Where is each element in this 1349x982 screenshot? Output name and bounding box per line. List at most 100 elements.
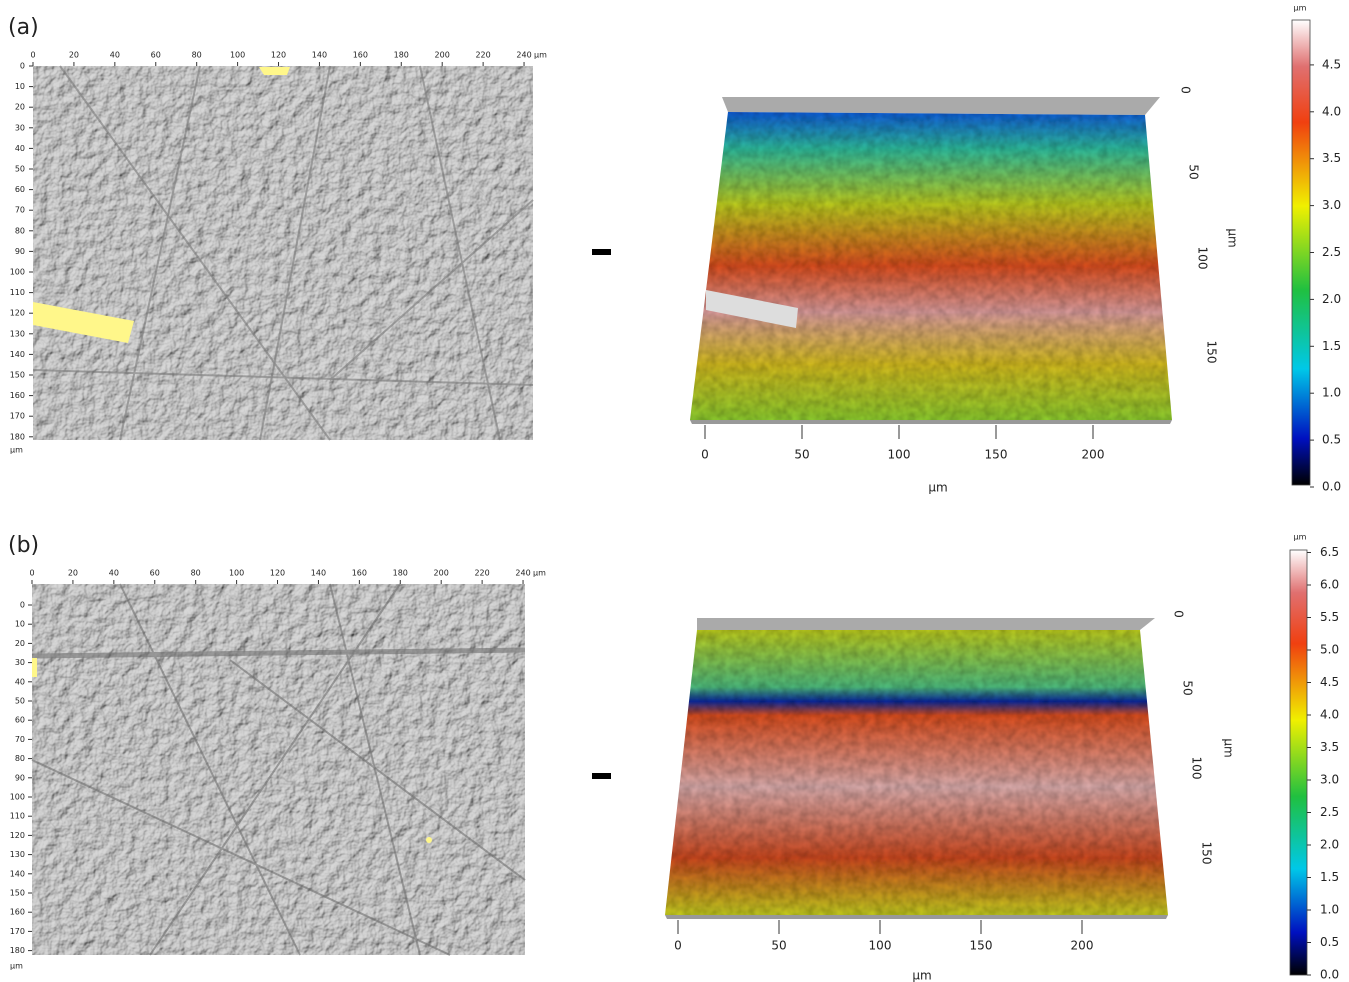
y-tick-label: 100 <box>1190 757 1204 780</box>
x-tick-label: 0 <box>30 51 35 60</box>
x-tick-label: 200 <box>434 569 449 578</box>
colorbar-tick-label: 4.0 <box>1322 104 1341 118</box>
colorbar-tick-label: 4.5 <box>1320 675 1339 689</box>
x-unit: µm <box>533 569 546 578</box>
x-tick-label: 220 <box>475 51 490 60</box>
colorbar-tick-label: 1.5 <box>1322 339 1341 353</box>
y-tick-label: 80 <box>15 754 25 763</box>
y-axis-label: µm <box>1226 228 1240 247</box>
y-tick-label: 140 <box>10 869 25 878</box>
x-tick-label: 80 <box>191 569 201 578</box>
x-tick-label: 40 <box>110 51 120 60</box>
y-tick-label: 30 <box>15 658 25 667</box>
x-tick-label: 220 <box>474 569 489 578</box>
y-tick-label: 160 <box>10 391 25 400</box>
x-tick-label: 240 <box>516 51 531 60</box>
y-tick-label: 60 <box>15 185 25 194</box>
surface-3d <box>690 112 1172 420</box>
x-tick-label: 180 <box>393 569 408 578</box>
colorbar-tick-label: 0.5 <box>1322 433 1341 447</box>
y-tick-label: 50 <box>15 697 25 706</box>
y-tick-label: 0 <box>20 601 25 610</box>
x-tick-label: 180 <box>394 51 409 60</box>
y-tick-label: 0 <box>1172 610 1186 618</box>
x-tick-label: 0 <box>674 939 682 953</box>
colorbar-tick-label: 3.0 <box>1322 198 1341 212</box>
y-tick-label: 100 <box>10 793 25 802</box>
panel-label: (b) <box>8 533 39 558</box>
colorbar-tick-label: 0.0 <box>1320 968 1339 982</box>
x-tick-label: 160 <box>353 51 368 60</box>
y-tick-label: 180 <box>10 946 25 955</box>
masked-region <box>426 837 432 843</box>
colorbar-tick-label: 6.5 <box>1320 545 1339 559</box>
x-tick-label: 140 <box>311 569 326 578</box>
colorbar-tick-label: 1.0 <box>1322 386 1341 400</box>
colorbar-tick-label: 0.5 <box>1320 935 1339 949</box>
colorbar-tick-label: 2.5 <box>1320 805 1339 819</box>
y-tick-label: 130 <box>10 329 25 338</box>
x-tick-label: 120 <box>271 51 286 60</box>
height-map-image <box>32 584 525 955</box>
y-tick-label: 0 <box>1179 86 1193 94</box>
x-axis-label: µm <box>912 969 931 982</box>
height-map-image <box>33 66 533 440</box>
colorbar <box>1289 549 1308 976</box>
scratches <box>32 65 534 441</box>
surface-wall <box>722 97 1160 115</box>
colorbar-tick-label: 2.5 <box>1322 245 1341 259</box>
y-tick-label: 110 <box>10 812 25 821</box>
dash <box>592 249 611 255</box>
colorbar-unit: µm <box>1294 533 1307 542</box>
x-axis-label: µm <box>928 481 947 495</box>
x-tick-label: 150 <box>970 939 993 953</box>
y-tick-label: 180 <box>10 432 25 441</box>
y-tick-label: 10 <box>15 82 25 91</box>
y-tick-label: 50 <box>1187 164 1201 179</box>
x-tick-label: 100 <box>230 51 245 60</box>
y-tick-label: 40 <box>15 144 25 153</box>
y-axis-label: µm <box>1222 738 1236 757</box>
y-tick-label: 150 <box>10 889 25 898</box>
colorbar-tick-label: 3.0 <box>1320 773 1339 787</box>
colorbar-tick-label: 0.0 <box>1322 480 1341 494</box>
y-tick-label: 150 <box>10 371 25 380</box>
colorbar-tick-label: 4.5 <box>1322 57 1341 71</box>
y-tick-label: 70 <box>15 735 25 744</box>
colorbar-tick-label: 6.0 <box>1320 578 1339 592</box>
colorbar-tick-label: 3.5 <box>1322 151 1341 165</box>
colorbar-unit: µm <box>1294 4 1307 13</box>
y-unit: µm <box>10 962 23 971</box>
masked-region <box>33 302 134 343</box>
y-tick-label: 20 <box>15 103 25 112</box>
y-tick-label: 150 <box>1205 341 1219 364</box>
y-tick-label: 90 <box>15 773 25 782</box>
x-tick-label: 0 <box>701 448 709 462</box>
colorbar-tick-label: 3.5 <box>1320 740 1339 754</box>
y-tick-label: 120 <box>10 309 25 318</box>
y-tick-label: 140 <box>10 350 25 359</box>
colorbar-tick-label: 2.0 <box>1322 292 1341 306</box>
y-tick-label: 100 <box>10 268 25 277</box>
colorbar-tick-label: 5.5 <box>1320 610 1339 624</box>
masked-region <box>259 67 290 75</box>
x-tick-label: 200 <box>435 51 450 60</box>
x-tick-label: 160 <box>352 569 367 578</box>
y-tick-label: 50 <box>1181 680 1195 695</box>
y-tick-label: 150 <box>1200 842 1214 865</box>
colorbar <box>1291 19 1311 486</box>
y-tick-label: 80 <box>15 226 25 235</box>
y-tick-label: 100 <box>1196 247 1210 270</box>
y-tick-label: 170 <box>10 927 25 936</box>
x-tick-label: 200 <box>1071 939 1094 953</box>
x-tick-label: 140 <box>312 51 327 60</box>
x-tick-label: 80 <box>192 51 202 60</box>
y-tick-label: 70 <box>15 206 25 215</box>
x-tick-label: 60 <box>151 51 161 60</box>
y-unit: µm <box>10 446 23 455</box>
x-tick-label: 100 <box>229 569 244 578</box>
y-tick-label: 60 <box>15 716 25 725</box>
colorbar-tick-label: 1.0 <box>1320 903 1339 917</box>
x-tick-label: 0 <box>29 569 34 578</box>
